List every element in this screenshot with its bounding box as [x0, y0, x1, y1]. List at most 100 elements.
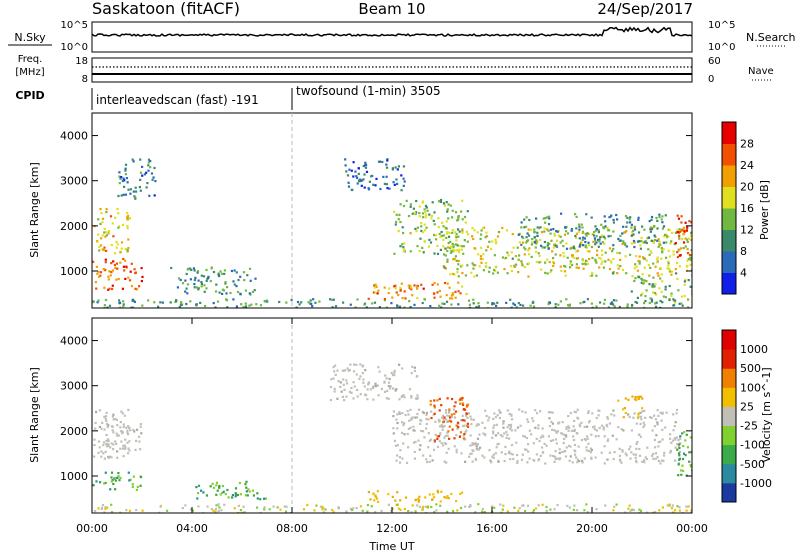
range-gate-mark — [460, 210, 463, 213]
range-gate-mark — [476, 443, 479, 446]
range-gate-mark — [374, 382, 377, 385]
range-gate-mark — [595, 274, 598, 277]
range-gate-mark — [114, 479, 117, 482]
range-gate-mark — [121, 287, 124, 290]
range-gate-mark — [598, 266, 601, 269]
range-gate-mark — [523, 218, 526, 221]
range-gate-mark — [424, 210, 427, 214]
range-gate-mark — [559, 254, 562, 257]
range-gate-mark — [456, 421, 459, 424]
range-gate-mark — [573, 504, 576, 507]
range-gate-mark — [135, 439, 138, 442]
range-gate-mark — [403, 507, 406, 511]
range-gate-mark — [388, 187, 391, 190]
range-gate-mark — [425, 413, 428, 417]
velocity-ylabel: Slant Range [km] — [28, 367, 41, 463]
range-gate-mark — [103, 511, 106, 513]
range-gate-mark — [610, 214, 613, 217]
range-gate-mark — [138, 440, 141, 443]
range-gate-mark — [576, 461, 579, 464]
range-gate-mark — [603, 445, 606, 448]
scatter-region-2 — [105, 418, 143, 451]
range-gate-mark — [633, 245, 636, 249]
scatter-region-10 — [676, 431, 692, 477]
range-gate-mark — [424, 213, 428, 216]
range-gate-mark — [516, 426, 520, 429]
range-gate-mark — [622, 408, 625, 411]
range-gate-mark — [98, 245, 101, 249]
range-gate-mark — [592, 240, 595, 243]
range-gate-mark — [402, 442, 405, 445]
range-gate-mark — [455, 259, 458, 262]
range-gate-mark — [648, 253, 651, 256]
range-gate-mark — [665, 256, 668, 259]
range-gate-mark — [606, 227, 609, 230]
range-gate-mark — [523, 226, 526, 229]
range-gate-mark — [686, 248, 689, 251]
range-gate-mark — [448, 415, 451, 418]
range-gate-mark — [352, 161, 355, 164]
range-gate-mark — [107, 440, 110, 443]
range-gate-mark — [624, 397, 627, 400]
range-gate-mark — [593, 428, 596, 431]
range-gate-mark — [543, 227, 546, 230]
range-gate-mark — [561, 421, 564, 424]
range-gate-mark — [641, 292, 644, 295]
range-gate-mark — [469, 444, 472, 447]
range-gate-mark — [505, 430, 508, 434]
colorbar-swatch — [722, 482, 736, 503]
range-gate-mark — [332, 366, 335, 369]
range-gate-mark — [449, 251, 453, 254]
range-gate-mark — [567, 429, 570, 432]
range-gate-mark — [654, 511, 657, 513]
range-gate-mark — [653, 285, 656, 288]
range-gate-mark — [641, 278, 644, 282]
range-gate-mark — [485, 265, 488, 268]
range-gate-mark — [660, 290, 663, 293]
range-gate-mark — [583, 509, 586, 512]
range-gate-mark — [394, 389, 397, 392]
range-gate-mark — [252, 494, 255, 497]
range-gate-mark — [551, 439, 555, 442]
range-gate-mark — [667, 262, 670, 265]
range-gate-mark — [495, 446, 498, 449]
range-gate-mark — [112, 431, 115, 434]
range-gate-mark — [461, 402, 464, 405]
range-gate-mark — [532, 305, 536, 308]
range-gate-mark — [429, 403, 432, 406]
range-gate-mark — [546, 245, 549, 248]
range-gate-mark — [650, 228, 653, 231]
range-gate-mark — [581, 231, 584, 234]
range-gate-mark — [551, 422, 554, 425]
range-gate-mark — [643, 302, 646, 305]
range-gate-mark — [493, 506, 496, 509]
range-gate-mark — [95, 480, 98, 483]
range-gate-mark — [651, 285, 654, 289]
range-gate-mark — [123, 444, 126, 447]
range-gate-mark — [557, 303, 560, 306]
range-gate-mark — [449, 245, 453, 248]
range-gate-mark — [649, 297, 652, 300]
range-gate-mark — [107, 230, 111, 233]
range-gate-mark — [237, 511, 240, 513]
range-gate-mark — [153, 194, 156, 197]
range-gate-mark — [471, 227, 474, 230]
range-gate-mark — [139, 158, 142, 161]
range-gate-mark — [399, 245, 402, 248]
range-gate-mark — [117, 475, 120, 478]
range-gate-mark — [673, 301, 676, 304]
range-gate-mark — [612, 303, 615, 306]
noise-right-tick-top: 10^5 — [708, 20, 735, 31]
range-gate-mark — [437, 217, 440, 220]
range-gate-mark — [127, 447, 130, 450]
colorbar-swatch — [722, 122, 736, 144]
range-gate-mark — [110, 271, 113, 274]
range-gate-mark — [644, 456, 647, 459]
range-gate-mark — [652, 241, 655, 244]
range-gate-mark — [638, 433, 641, 436]
range-gate-mark — [682, 241, 686, 244]
range-gate-mark — [132, 190, 135, 193]
range-gate-mark — [415, 230, 418, 233]
range-gate-mark — [96, 272, 99, 275]
range-gate-mark — [583, 438, 586, 441]
